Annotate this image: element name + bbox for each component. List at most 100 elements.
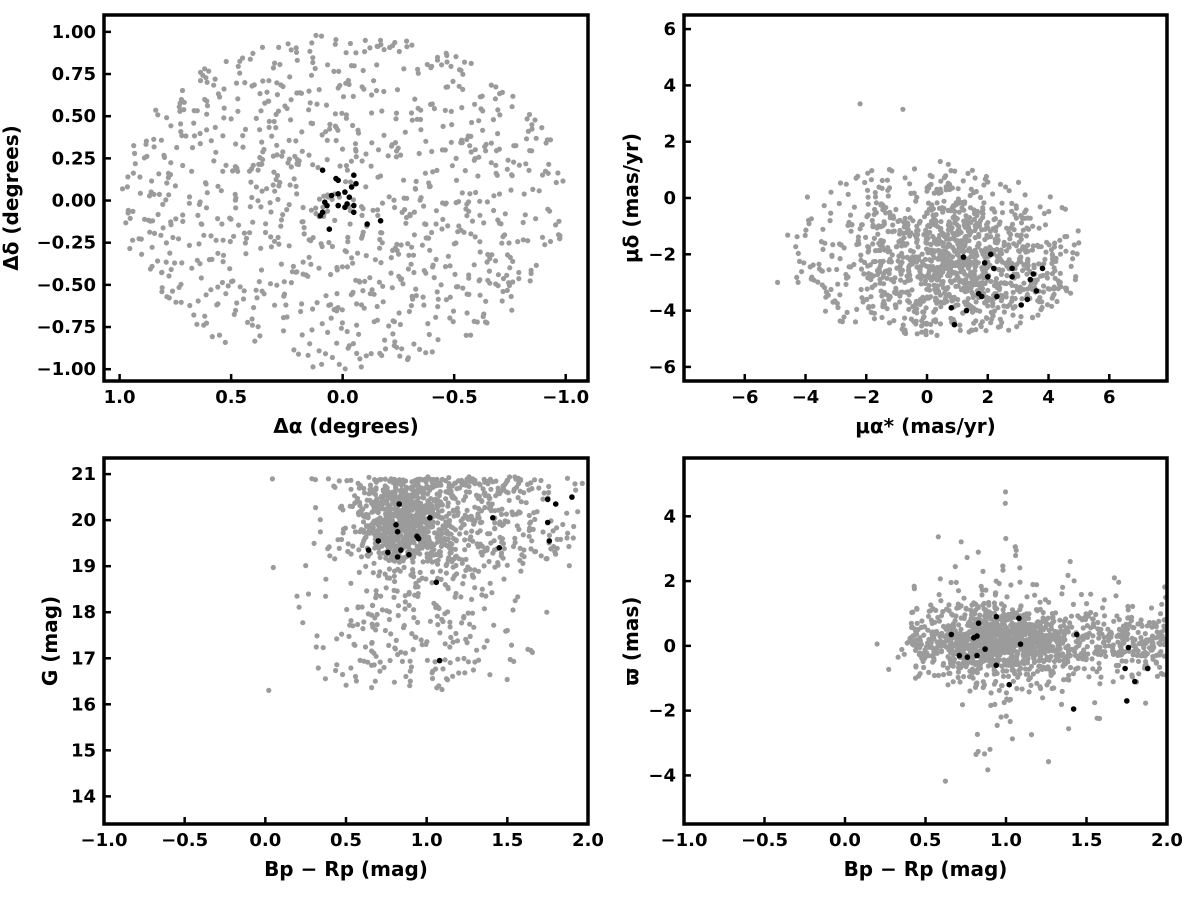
field-star-point [872,258,878,265]
field-star-point [340,94,347,100]
field-star-point [1089,656,1095,662]
field-star-point [275,108,282,114]
field-star-point [1000,607,1006,613]
field-star-point [245,319,251,325]
field-star-point [511,486,517,492]
field-star-point [985,767,991,773]
field-star-point [311,540,317,547]
field-star-point [1110,679,1116,685]
field-star-point [1142,631,1148,637]
field-star-point [1004,225,1010,231]
field-star-point [929,645,935,651]
field-star-point [879,314,885,321]
field-star-point [233,141,239,147]
field-star-point [497,112,503,118]
field-star-point [985,287,991,293]
field-star-point [968,248,974,254]
field-star-point [877,258,883,265]
field-star-point [270,182,276,188]
field-star-point [288,47,294,53]
field-star-point [476,278,482,284]
field-star-point [1004,273,1010,279]
field-star-point [443,570,449,576]
field-star-point [268,234,274,240]
field-star-point [337,82,343,89]
field-star-point [865,170,871,176]
field-star-point [506,282,512,289]
field-star-point [865,275,871,281]
field-star-point [1057,617,1063,623]
field-star-point [262,229,269,236]
field-star-point [375,43,381,50]
field-star-point [1014,324,1020,330]
field-star-point [453,54,459,60]
field-star-point [1011,227,1017,233]
field-star-point [335,305,341,311]
x-tick-label: 0.0 [249,830,281,851]
field-star-point [235,96,241,102]
field-star-point [1004,594,1010,600]
field-star-point [820,226,826,232]
field-star-point [513,511,520,517]
field-star-point [380,283,386,289]
field-star-point [202,96,208,103]
field-star-point [1111,649,1117,655]
field-star-point [572,481,578,487]
field-star-point [945,241,952,247]
field-star-point [495,107,501,113]
field-star-point [983,618,989,625]
field-star-point [391,679,397,685]
field-star-point [164,115,170,121]
field-star-point [491,207,497,214]
field-star-point [868,309,874,315]
field-star-point [452,527,458,533]
field-stars-layer [266,474,585,694]
field-star-point [363,503,369,509]
field-star-point [836,241,843,247]
field-star-point [886,166,893,173]
field-star-point [407,539,413,545]
field-star-point [339,110,345,116]
field-star-point [236,222,242,228]
field-star-point [214,302,220,308]
member-star-point [406,551,412,558]
field-star-point [495,560,501,566]
field-star-point [407,658,413,664]
field-star-point [379,607,385,613]
field-star-point [399,209,405,215]
field-star-point [945,665,951,671]
field-star-point [410,646,416,653]
field-star-point [156,191,162,197]
field-star-point [1125,603,1131,610]
field-star-point [363,353,369,359]
field-star-point [968,219,974,225]
field-star-point [858,266,865,272]
field-star-point [327,126,333,132]
field-star-point [139,251,145,257]
field-star-point [439,226,445,232]
field-star-point [350,341,356,347]
field-star-point [946,271,952,277]
field-star-point [367,530,373,536]
field-star-point [285,41,291,47]
field-star-point [1020,227,1026,233]
field-star-point [986,602,992,608]
field-star-point [149,178,155,184]
field-star-point [394,87,401,93]
field-star-point [220,252,227,258]
member-star-point [988,251,994,258]
field-star-point [316,87,322,93]
field-star-point [884,275,890,281]
field-star-point [462,168,468,174]
field-star-point [923,305,929,311]
field-star-point [295,351,302,357]
x-axis-label: Bp − Rp (mag) [264,857,428,881]
field-star-point [367,482,374,488]
member-star-point [346,194,353,200]
field-star-point [968,186,974,192]
field-star-point [442,611,448,617]
field-star-point [886,666,892,673]
member-star-point [353,180,359,187]
field-star-point [310,59,316,66]
field-star-point [902,315,908,321]
